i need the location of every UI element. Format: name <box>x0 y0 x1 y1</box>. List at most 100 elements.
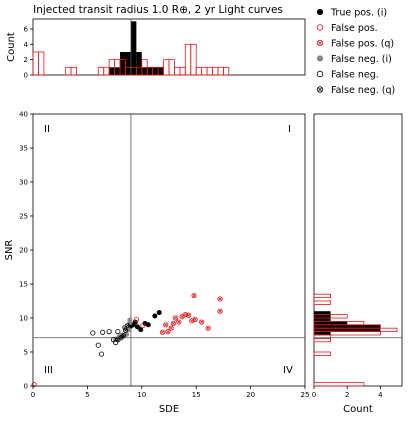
marker-ring <box>172 315 179 321</box>
legend-marker <box>316 86 324 93</box>
legend-label: False neg. (q) <box>331 85 395 96</box>
legend-marker <box>316 8 324 16</box>
marker-ring <box>316 39 324 47</box>
marker-cross <box>126 323 130 328</box>
marker-dot <box>134 324 140 330</box>
scatter-point <box>172 315 179 321</box>
scatter-ytick-label: 30 <box>19 179 28 187</box>
quadrant-label-iii: III <box>44 365 53 376</box>
scatter-point <box>163 322 169 328</box>
chart-title: Injected transit radius 1.0 R⊕, 2 yr Lig… <box>33 4 283 16</box>
marker-cross <box>183 312 187 317</box>
legend: True pos. (i) False pos. False pos. (q) Fal… <box>316 8 395 96</box>
right-hist-bar-true-pos <box>314 331 331 335</box>
legend-marker <box>316 55 324 62</box>
scatter-point <box>185 312 192 318</box>
scatter-ytick-label: 10 <box>19 315 28 323</box>
scatter-point <box>106 328 112 335</box>
right-hist-bar-false-pos <box>313 320 365 326</box>
marker-cross <box>186 313 191 317</box>
top-hist-bar-true-pos <box>136 51 142 75</box>
right-hist-bar-false-pos <box>313 314 348 319</box>
marker-cross <box>177 320 181 324</box>
right-hist-bar-false-pos <box>313 300 332 305</box>
scatter-ytick-label: 5 <box>24 349 28 357</box>
scatter-point <box>98 351 105 357</box>
marker-ring <box>90 330 96 336</box>
marker-dot <box>138 327 144 333</box>
marker-ring <box>163 322 169 328</box>
top-hist-bar-false-pos <box>38 51 45 76</box>
marker-cross <box>166 329 170 334</box>
scatter-xtick-label: 15 <box>192 391 201 399</box>
legend-label: True pos. (i) <box>330 8 387 19</box>
scatter-point <box>199 319 205 325</box>
scatter-point <box>165 328 171 335</box>
marker-cross <box>171 321 175 326</box>
marker-cross <box>317 40 323 46</box>
marker-cross <box>173 316 178 320</box>
top-hist-bar-true-pos <box>158 67 164 75</box>
scatter-point <box>191 292 197 299</box>
quadrant-label-iv: IV <box>283 365 293 376</box>
marker-cross <box>317 87 323 92</box>
scatter-point <box>176 319 182 325</box>
scatter-point <box>140 322 146 329</box>
scatter-point <box>145 322 151 328</box>
marker-ring <box>192 316 198 322</box>
marker-dot <box>316 55 324 62</box>
scatter-point <box>170 320 176 327</box>
right-hist-bar-false-pos <box>313 382 365 387</box>
top-hist-bar-true-pos <box>114 67 121 75</box>
scatter-point <box>122 327 129 333</box>
right-hist-bar-false-pos <box>313 293 332 299</box>
marker-ring <box>217 296 223 302</box>
scatter-ytick-label: 25 <box>19 213 28 221</box>
top-hist-bar-true-pos <box>120 51 126 75</box>
right-hist-bar-false-pos <box>313 351 332 356</box>
top-hist-ytick-label: 2 <box>24 56 28 64</box>
marker-ring <box>316 24 324 31</box>
scatter-xtick-label: 10 <box>137 391 146 399</box>
scatter-point <box>168 325 174 331</box>
legend-label: False neg. <box>331 70 379 81</box>
marker-ring <box>165 328 171 335</box>
scatter-point <box>138 327 144 333</box>
marker-cross <box>169 326 173 330</box>
marker-ring <box>159 329 166 335</box>
top-hist-ytick-label: 4 <box>24 41 29 49</box>
scatter-point <box>120 333 126 339</box>
scatter-ytick-label: 40 <box>19 111 28 119</box>
scatter-point <box>115 328 121 335</box>
scatter-point <box>90 330 96 336</box>
scatter-xtick-label: 5 <box>85 391 89 399</box>
marker-ring <box>205 325 211 331</box>
top-hist-bar-true-pos <box>125 51 131 75</box>
right-hist-bar-true-pos <box>314 321 348 325</box>
marker-ring <box>106 328 112 335</box>
right-histogram: 0 2 4 Count <box>312 113 403 415</box>
scatter-point <box>217 308 223 314</box>
marker-ring <box>316 86 324 93</box>
top-hist-bar-true-pos <box>147 67 153 75</box>
marker-ring <box>98 351 105 357</box>
marker-cross <box>116 338 120 342</box>
scatter-point <box>31 382 37 388</box>
right-histogram-frame <box>313 113 403 387</box>
top-hist-bar-true-pos <box>130 21 137 76</box>
scatter-frame <box>32 113 306 387</box>
marker-cross <box>180 314 184 319</box>
legend-entry: False pos. (q) <box>316 39 394 50</box>
marker-cross <box>164 323 168 327</box>
top-hist-ytick-label: 6 <box>24 25 29 33</box>
marker-ring <box>125 322 131 329</box>
marker-ring <box>115 328 121 335</box>
legend-label: False pos. <box>331 23 378 34</box>
legend-entry: False neg. (q) <box>316 85 395 96</box>
scatter-point <box>159 329 166 335</box>
scatter-xtick-label: 25 <box>301 391 310 399</box>
marker-dot <box>127 317 133 323</box>
right-hist-bar-true-pos <box>314 324 381 329</box>
